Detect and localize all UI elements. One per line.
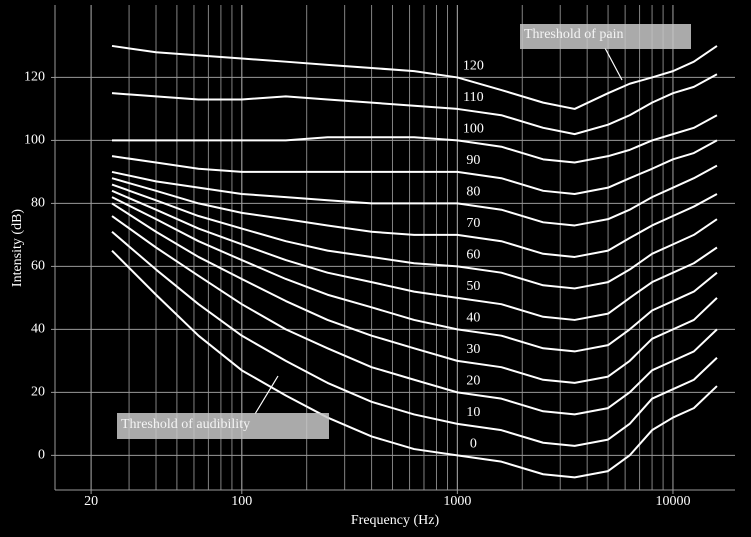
contour-label: 100	[463, 122, 484, 137]
x-tick-label: 20	[84, 494, 98, 509]
contour-line	[111, 183, 718, 290]
annotation-text: Threshold of audibility	[121, 417, 250, 432]
x-tick-label: 100	[231, 494, 252, 509]
contour-line	[111, 249, 718, 479]
leader-line	[604, 47, 623, 81]
contour-line	[111, 189, 718, 321]
y-tick-label: 20	[31, 385, 45, 400]
y-tick-label: 120	[24, 70, 45, 85]
contour-label: 50	[466, 279, 480, 294]
annotation-audibility: Threshold of audibility	[117, 375, 329, 439]
contour-line	[111, 139, 718, 195]
contour-line	[111, 202, 718, 384]
contour-label: 110	[463, 90, 483, 105]
x-axis-label: Frequency (Hz)	[351, 513, 440, 528]
contour-label: 90	[466, 153, 480, 168]
grid	[51, 5, 735, 494]
contour-line	[111, 196, 718, 353]
annotation-text: Threshold of pain	[524, 27, 624, 42]
contour-label: 30	[466, 342, 480, 357]
contour-line	[111, 164, 718, 227]
y-tick-label: 80	[31, 196, 45, 211]
contour-label: 40	[466, 311, 480, 326]
y-tick-label: 100	[24, 133, 45, 148]
contour-label: 10	[466, 405, 480, 420]
contour-line	[111, 177, 718, 258]
y-axis-label: Intensity (dB)	[10, 209, 25, 287]
annotation-box	[520, 24, 691, 49]
x-tick-label: 1000	[443, 494, 471, 509]
leader-line	[254, 375, 279, 415]
contour-line	[111, 230, 718, 447]
annotation-pain: Threshold of pain	[520, 24, 691, 81]
annotation-box	[117, 413, 329, 439]
contour-line	[111, 73, 718, 136]
labels: 20 100 1000 10000 0 20 40 60 80 100 120 0 10 20 30 40 50…	[24, 59, 690, 510]
contour-label: 70	[466, 216, 480, 231]
contour-label: 60	[466, 248, 480, 263]
x-tick-label: 10000	[655, 494, 690, 509]
contour-line	[111, 215, 718, 416]
contour-label: 80	[466, 185, 480, 200]
y-tick-label: 0	[38, 448, 45, 463]
contour-label: 120	[463, 59, 484, 74]
contour-line	[112, 114, 718, 164]
contour-label: 20	[466, 374, 480, 389]
curves	[111, 44, 718, 479]
contour-line	[111, 44, 718, 110]
y-tick-label: 40	[31, 322, 45, 337]
y-tick-label: 60	[31, 259, 45, 274]
contour-label: 0	[470, 437, 477, 452]
